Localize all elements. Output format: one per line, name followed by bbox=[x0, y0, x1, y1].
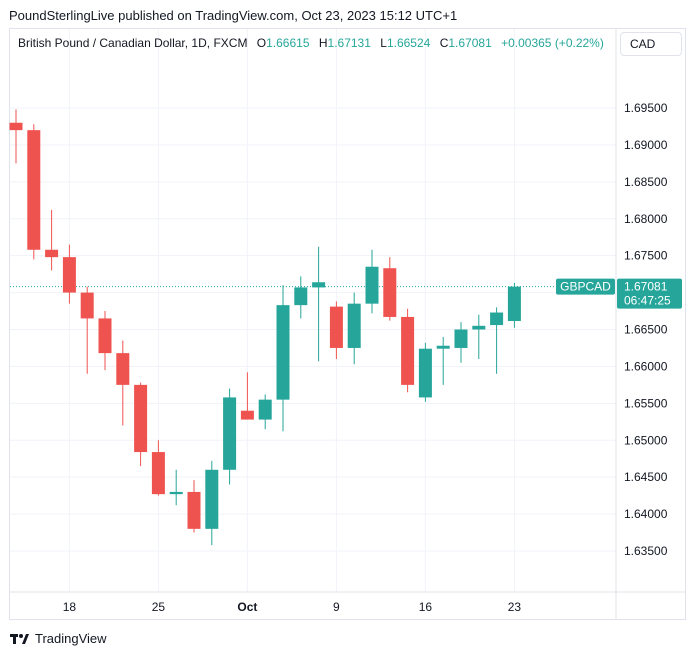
low-label: L bbox=[380, 36, 387, 50]
candle-body bbox=[134, 384, 148, 453]
candle bbox=[507, 282, 521, 328]
candle bbox=[312, 246, 326, 362]
candle bbox=[80, 286, 94, 374]
candle-body bbox=[116, 353, 130, 385]
candle-body bbox=[347, 303, 361, 348]
currency-button[interactable]: CAD bbox=[620, 32, 682, 56]
x-tick-label: Oct bbox=[237, 600, 257, 614]
close-value: 1.67081 bbox=[448, 36, 492, 50]
y-tick-label: 1.69000 bbox=[624, 138, 668, 152]
tradingview-logo-icon bbox=[10, 633, 29, 644]
chart-frame bbox=[9, 28, 686, 620]
candle-body bbox=[205, 469, 219, 529]
y-tick-label: 1.68000 bbox=[624, 212, 668, 226]
candle bbox=[62, 244, 76, 304]
footer-brand: TradingView bbox=[35, 631, 107, 646]
y-tick-label: 1.68500 bbox=[624, 175, 668, 189]
symbol-tag-label: GBPCAD bbox=[560, 280, 611, 294]
candle bbox=[240, 372, 254, 420]
close-label: C bbox=[439, 36, 449, 50]
candle bbox=[9, 109, 23, 164]
candle bbox=[258, 394, 272, 430]
candle bbox=[151, 440, 165, 496]
ohlc-legend: British Pound / Canadian Dollar, 1D, FXC… bbox=[18, 36, 604, 50]
candle-body bbox=[187, 491, 201, 529]
candle-body bbox=[472, 325, 486, 330]
price-tag-countdown: 06:47:25 bbox=[624, 294, 671, 308]
y-tick-label: 1.64500 bbox=[624, 470, 668, 484]
candle-body bbox=[490, 312, 504, 326]
candle-body bbox=[45, 249, 59, 258]
y-tick-label: 1.63500 bbox=[624, 544, 668, 558]
candle bbox=[116, 340, 130, 426]
candle bbox=[187, 480, 201, 533]
candle-body bbox=[9, 122, 23, 131]
candle bbox=[223, 388, 237, 485]
candle-body bbox=[418, 348, 432, 398]
footer: TradingView bbox=[10, 631, 107, 646]
price-tag bbox=[617, 278, 682, 309]
low-value: 1.66524 bbox=[386, 36, 431, 50]
candle-body bbox=[240, 410, 254, 420]
candle-body bbox=[62, 257, 76, 293]
y-tick-label: 1.66500 bbox=[624, 323, 668, 337]
candle-body bbox=[383, 268, 397, 317]
candle-body bbox=[98, 318, 112, 354]
candle-body bbox=[169, 491, 183, 495]
publish-header: PoundSterlingLive published on TradingVi… bbox=[9, 8, 458, 23]
candle bbox=[27, 124, 41, 260]
candle-body bbox=[507, 286, 521, 322]
symbol-title: British Pound / Canadian Dollar, 1D, FXC… bbox=[18, 36, 248, 50]
candle bbox=[294, 276, 308, 319]
candle bbox=[98, 311, 112, 371]
candle-body bbox=[329, 306, 343, 348]
y-tick-label: 1.64000 bbox=[624, 507, 668, 521]
x-tick-label: 23 bbox=[508, 600, 522, 614]
candle bbox=[134, 382, 148, 467]
candle-body bbox=[401, 316, 415, 385]
y-tick-label: 1.65500 bbox=[624, 396, 668, 410]
high-label: H bbox=[318, 36, 328, 50]
candle bbox=[169, 469, 183, 506]
candle-body bbox=[294, 287, 308, 306]
candle bbox=[454, 322, 468, 363]
candle bbox=[365, 249, 379, 314]
candle bbox=[383, 257, 397, 321]
candle-body bbox=[365, 266, 379, 304]
price-tag-value: 1.67081 bbox=[624, 280, 668, 294]
candle-body bbox=[223, 397, 237, 470]
x-tick-label: 16 bbox=[419, 600, 433, 614]
candle-body bbox=[454, 329, 468, 348]
candle-body bbox=[436, 345, 450, 349]
candle bbox=[472, 314, 486, 360]
symbol-tag bbox=[556, 278, 615, 295]
y-tick-label: 1.65000 bbox=[624, 433, 668, 447]
candle bbox=[347, 292, 361, 365]
open-label: O bbox=[256, 36, 267, 50]
y-tick-label: 1.67500 bbox=[624, 249, 668, 263]
candle-body bbox=[151, 452, 165, 495]
candle-body bbox=[27, 130, 41, 250]
candle bbox=[45, 209, 59, 271]
candle-body bbox=[80, 292, 94, 319]
candle bbox=[490, 307, 504, 374]
candle-body bbox=[258, 399, 272, 420]
change-value: +0.00365 (+0.22%) bbox=[501, 36, 604, 50]
candle bbox=[205, 460, 219, 546]
candle bbox=[436, 336, 450, 385]
x-tick-label: 18 bbox=[63, 600, 77, 614]
x-tick-label: 25 bbox=[152, 600, 166, 614]
candle bbox=[329, 301, 343, 360]
candle-body bbox=[276, 305, 290, 400]
candle-body bbox=[312, 282, 326, 288]
candle bbox=[418, 342, 432, 402]
candle bbox=[276, 285, 290, 432]
open-value: 1.66615 bbox=[266, 36, 310, 50]
x-tick-label: 9 bbox=[333, 600, 340, 614]
y-tick-label: 1.66000 bbox=[624, 359, 668, 373]
high-value: 1.67131 bbox=[327, 36, 371, 50]
candle bbox=[401, 308, 415, 393]
y-tick-label: 1.69500 bbox=[624, 101, 668, 115]
